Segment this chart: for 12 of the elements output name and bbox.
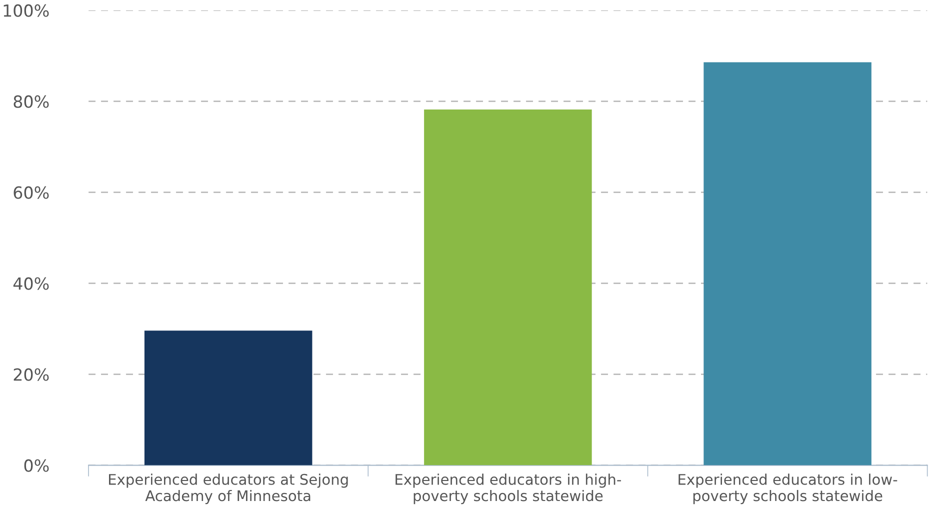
bar	[144, 330, 312, 466]
x-tick-label: Experienced educators in high- poverty schools statewide	[396, 474, 621, 504]
y-tick-label: 80%	[14, 95, 49, 108]
bar	[424, 110, 592, 466]
x-tick-label: Experienced educators at Sejong Academy of Minnesota	[109, 474, 348, 504]
y-tick-label: 20%	[14, 368, 49, 381]
y-tick-label: 60%	[14, 186, 49, 199]
bar	[704, 62, 872, 466]
y-tick-label: 40%	[13, 277, 49, 290]
x-tick-label: Experienced educators in low- poverty schools statewide	[678, 474, 898, 504]
y-tick-label: 0%	[24, 459, 49, 472]
y-tick-label: 100%	[4, 4, 49, 17]
